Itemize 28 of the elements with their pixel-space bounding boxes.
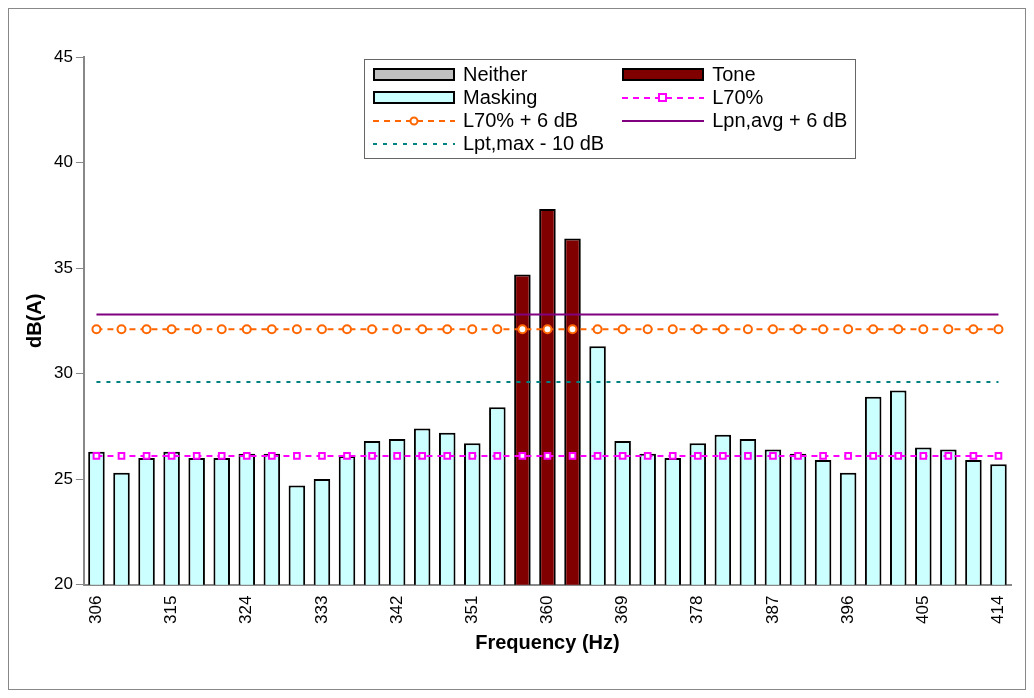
x-tick-label: 396 xyxy=(837,595,857,625)
x-tick-label: 306 xyxy=(86,595,106,625)
x-axis-title: Frequency (Hz) xyxy=(475,630,620,653)
legend-label: L70% + 6 dB xyxy=(463,109,579,132)
legend-label: L70% xyxy=(712,86,764,109)
y-tick-label: 40 xyxy=(53,152,73,172)
y-axis-title: dB(A) xyxy=(22,293,45,349)
y-tick-label: 25 xyxy=(53,468,73,488)
y-tick-label: 30 xyxy=(53,363,73,383)
x-tick-label: 324 xyxy=(236,595,256,625)
y-tick-label: 35 xyxy=(53,257,73,277)
legend-label: Neither xyxy=(463,63,528,86)
legend-label: Lpt,max - 10 dB xyxy=(463,132,605,155)
x-tick-label: 414 xyxy=(988,595,1008,625)
legend-label: Masking xyxy=(463,86,538,109)
y-tick-label: 45 xyxy=(53,46,73,66)
x-tick-label: 342 xyxy=(386,595,406,625)
x-tick-label: 360 xyxy=(537,595,557,625)
x-tick-label: 387 xyxy=(762,595,782,625)
legend-label: Tone xyxy=(712,63,756,86)
x-tick-label: 378 xyxy=(687,595,707,625)
x-tick-label: 369 xyxy=(612,595,632,625)
legend-label: Lpn,avg + 6 dB xyxy=(712,109,848,132)
x-tick-label: 351 xyxy=(461,595,481,625)
x-tick-label: 405 xyxy=(912,595,932,625)
y-tick-label: 20 xyxy=(53,574,73,594)
x-tick-label: 333 xyxy=(311,595,331,625)
x-tick-label: 315 xyxy=(161,595,181,625)
